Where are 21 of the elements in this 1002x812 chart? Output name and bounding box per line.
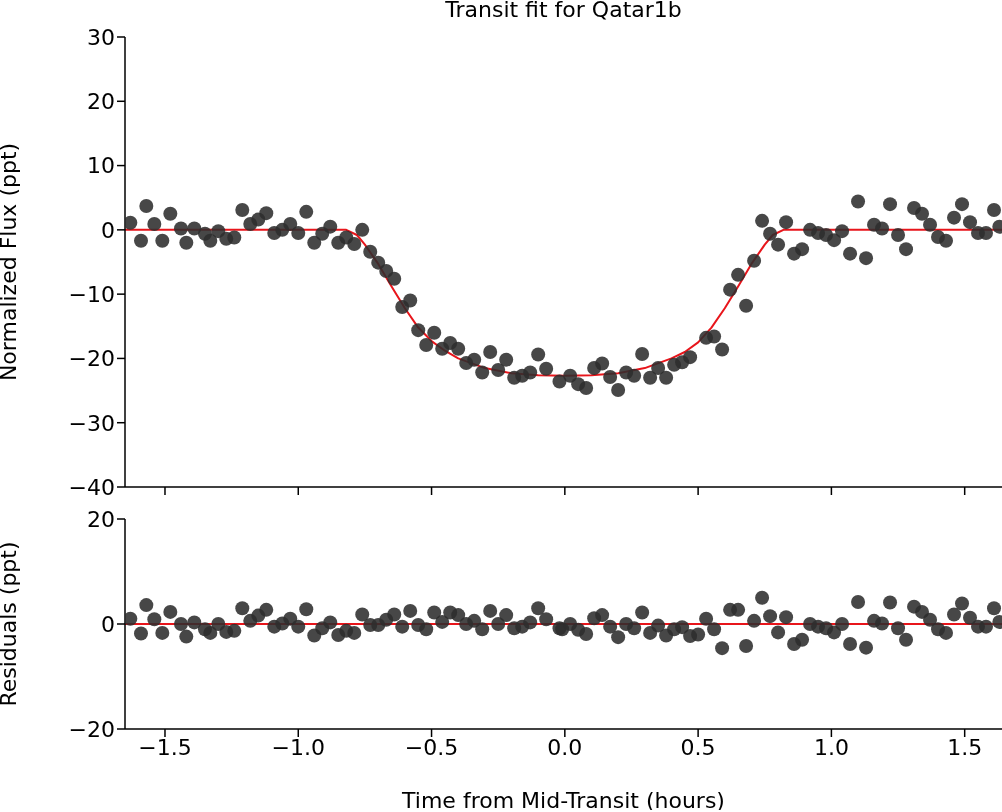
y-tick-label: 20 <box>87 89 115 115</box>
y-tick-label: 0 <box>101 611 115 637</box>
y-tick-label: −20 <box>68 346 115 372</box>
y-tick-label: 20 <box>87 506 115 532</box>
chart-title: Transit fit for Qatar1b <box>444 0 683 22</box>
y-tick-label: −20 <box>68 716 115 742</box>
y-tick-label: −10 <box>68 281 115 307</box>
y-axis-title: Normalized Flux (ppt) <box>0 142 21 382</box>
y-tick-label: −40 <box>68 474 115 500</box>
x-tick-label: 0.5 <box>680 734 716 760</box>
x-tick-label: 1.0 <box>813 734 849 760</box>
x-tick-label: −0.5 <box>404 734 459 760</box>
x-tick-label: 1.5 <box>947 734 983 760</box>
x-tick-label: −1.0 <box>271 734 325 760</box>
y-tick-label: −30 <box>68 410 115 436</box>
x-tick-label: −1.5 <box>138 734 192 760</box>
y-axis-title: Residuals (ppt) <box>0 541 21 707</box>
y-tick-label: 0 <box>101 217 115 243</box>
y-tick-label: 30 <box>87 24 115 50</box>
y-tick-label: 10 <box>87 153 115 179</box>
x-tick-label: 0.0 <box>547 734 583 760</box>
